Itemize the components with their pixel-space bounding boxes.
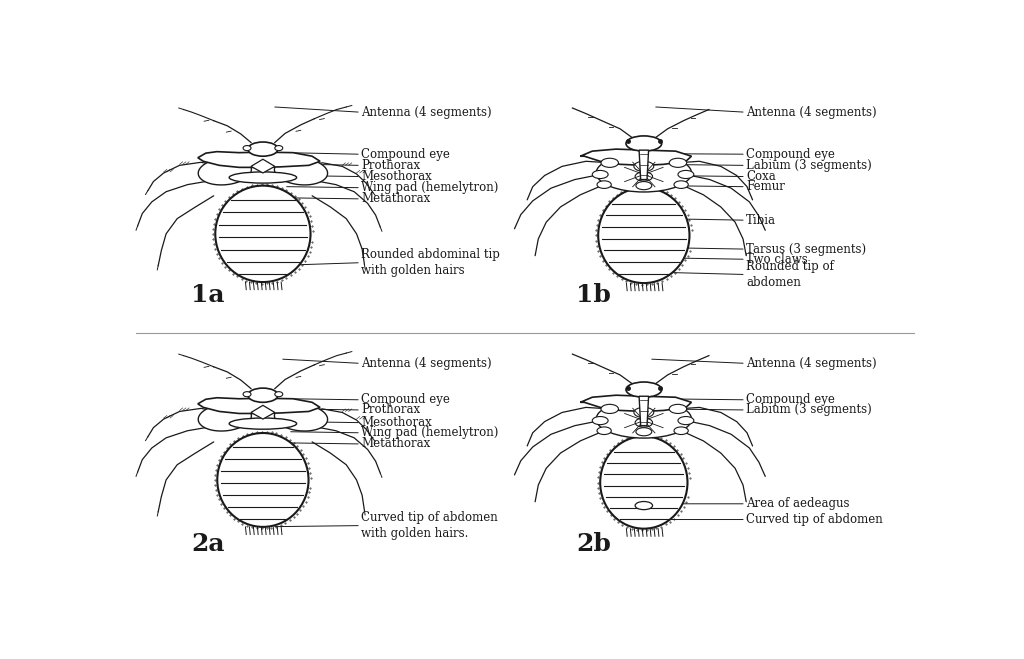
- Ellipse shape: [592, 416, 608, 424]
- Ellipse shape: [596, 154, 691, 192]
- Text: Mesothorax: Mesothorax: [361, 416, 432, 429]
- Text: Antenna (4 segments): Antenna (4 segments): [746, 357, 877, 370]
- Ellipse shape: [626, 136, 662, 151]
- Ellipse shape: [274, 146, 283, 151]
- Polygon shape: [198, 152, 321, 167]
- Ellipse shape: [600, 436, 687, 529]
- Text: Compound eye: Compound eye: [361, 148, 451, 161]
- Ellipse shape: [635, 418, 652, 427]
- Text: Femur: Femur: [746, 180, 785, 193]
- Text: Metathorax: Metathorax: [361, 438, 430, 450]
- Text: 1a: 1a: [191, 283, 225, 307]
- Ellipse shape: [215, 186, 310, 282]
- Text: 2b: 2b: [577, 532, 611, 556]
- Ellipse shape: [601, 158, 618, 167]
- Ellipse shape: [674, 181, 688, 188]
- Text: Rounded abdominal tip
with golden hairs: Rounded abdominal tip with golden hairs: [361, 248, 500, 277]
- Text: Wing pad (hemelytron): Wing pad (hemelytron): [361, 181, 499, 194]
- Ellipse shape: [248, 142, 278, 156]
- Polygon shape: [199, 158, 251, 185]
- Polygon shape: [198, 398, 321, 413]
- Text: Tarsus (3 segments): Tarsus (3 segments): [746, 243, 866, 256]
- Polygon shape: [274, 158, 328, 185]
- Ellipse shape: [217, 433, 308, 527]
- Ellipse shape: [670, 405, 687, 413]
- Text: Labium (3 segments): Labium (3 segments): [746, 403, 872, 416]
- Text: Two claws: Two claws: [746, 252, 808, 266]
- Text: Compound eye: Compound eye: [361, 393, 451, 407]
- Ellipse shape: [229, 172, 297, 183]
- Ellipse shape: [678, 171, 694, 179]
- Ellipse shape: [636, 428, 652, 436]
- Ellipse shape: [626, 382, 662, 397]
- Text: Metathorax: Metathorax: [361, 192, 430, 206]
- Ellipse shape: [597, 427, 611, 434]
- Text: Antenna (4 segments): Antenna (4 segments): [746, 105, 877, 119]
- Text: Tibia: Tibia: [746, 214, 776, 227]
- Polygon shape: [581, 395, 691, 411]
- Text: Wing pad (hemelytron): Wing pad (hemelytron): [361, 426, 499, 440]
- Ellipse shape: [274, 391, 283, 397]
- Text: Prothorax: Prothorax: [361, 403, 421, 416]
- Ellipse shape: [601, 405, 618, 413]
- Polygon shape: [581, 149, 691, 165]
- Polygon shape: [274, 404, 328, 431]
- Ellipse shape: [635, 501, 652, 509]
- Text: Prothorax: Prothorax: [361, 159, 421, 172]
- Ellipse shape: [243, 391, 251, 397]
- Text: Compound eye: Compound eye: [746, 148, 836, 161]
- Text: Curved tip of abdomen: Curved tip of abdomen: [746, 513, 883, 526]
- Text: Compound eye: Compound eye: [746, 393, 836, 407]
- Ellipse shape: [592, 171, 608, 179]
- Polygon shape: [251, 159, 274, 173]
- Ellipse shape: [596, 400, 691, 438]
- Ellipse shape: [670, 158, 687, 167]
- Ellipse shape: [634, 407, 653, 418]
- Text: Labium (3 segments): Labium (3 segments): [746, 159, 872, 172]
- Ellipse shape: [635, 172, 652, 181]
- Polygon shape: [639, 150, 648, 179]
- Text: 2a: 2a: [191, 532, 225, 556]
- Polygon shape: [251, 405, 274, 419]
- Ellipse shape: [243, 146, 251, 151]
- Text: Antenna (4 segments): Antenna (4 segments): [361, 105, 492, 119]
- Text: Mesothorax: Mesothorax: [361, 170, 432, 183]
- Polygon shape: [639, 396, 648, 426]
- Text: 1b: 1b: [577, 283, 611, 307]
- Text: Rounded tip of
abdomen: Rounded tip of abdomen: [746, 260, 835, 289]
- Text: Antenna (4 segments): Antenna (4 segments): [361, 357, 492, 370]
- Ellipse shape: [597, 181, 611, 188]
- Text: Curved tip of abdomen
with golden hairs.: Curved tip of abdomen with golden hairs.: [361, 511, 498, 540]
- Text: Coxa: Coxa: [746, 170, 776, 183]
- Polygon shape: [199, 404, 251, 431]
- Ellipse shape: [598, 188, 689, 283]
- Text: Area of aedeagus: Area of aedeagus: [746, 498, 850, 510]
- Ellipse shape: [229, 418, 297, 429]
- Ellipse shape: [674, 427, 688, 434]
- Ellipse shape: [678, 416, 694, 424]
- Ellipse shape: [636, 182, 652, 190]
- Ellipse shape: [248, 388, 278, 402]
- Ellipse shape: [634, 161, 653, 171]
